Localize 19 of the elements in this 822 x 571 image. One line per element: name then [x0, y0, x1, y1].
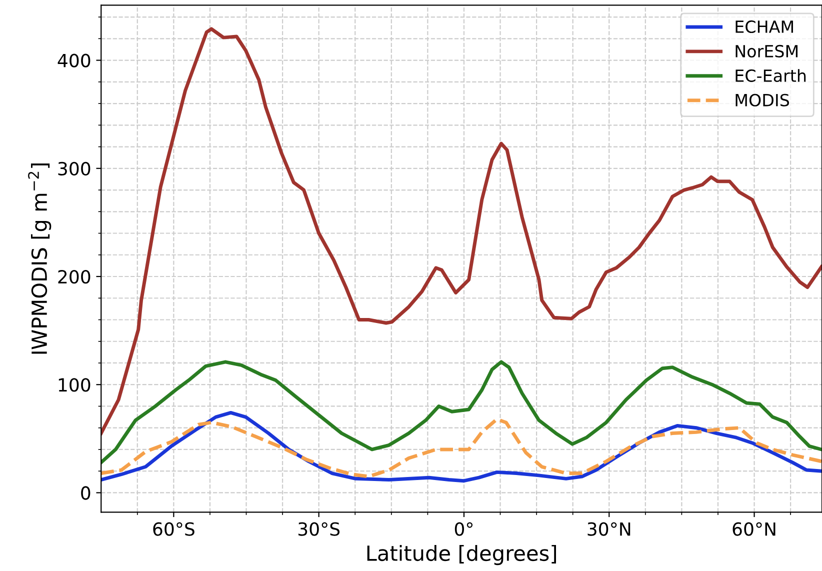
x-tick-label: 60°N: [732, 522, 776, 536]
y-tick-label: 100: [58, 378, 90, 392]
line-series: [101, 360, 822, 464]
legend-label: NorESM: [736, 44, 798, 58]
y-tick-label: 300: [58, 162, 90, 176]
x-tick-label: 0°: [454, 522, 473, 536]
y-axis-title: IWPMODIS [g m$^{−2}$]: [28, 164, 52, 354]
legend-label: EC-Earth: [736, 69, 806, 82]
legend-label: ECHAM: [736, 20, 793, 34]
legend-label: MODIS: [736, 94, 790, 106]
y-tick-label: 400: [58, 54, 90, 68]
x-tick-label: 30°N: [588, 522, 630, 536]
x-axis-title: Latitude [degrees]: [367, 544, 556, 566]
line-series: [101, 410, 822, 483]
y-tick-label: 0: [81, 486, 90, 500]
line-series: [101, 417, 822, 478]
x-tick-label: 30°S: [298, 522, 340, 536]
x-tick-label: 60°S: [153, 522, 194, 536]
y-tick-label: 200: [58, 270, 90, 284]
